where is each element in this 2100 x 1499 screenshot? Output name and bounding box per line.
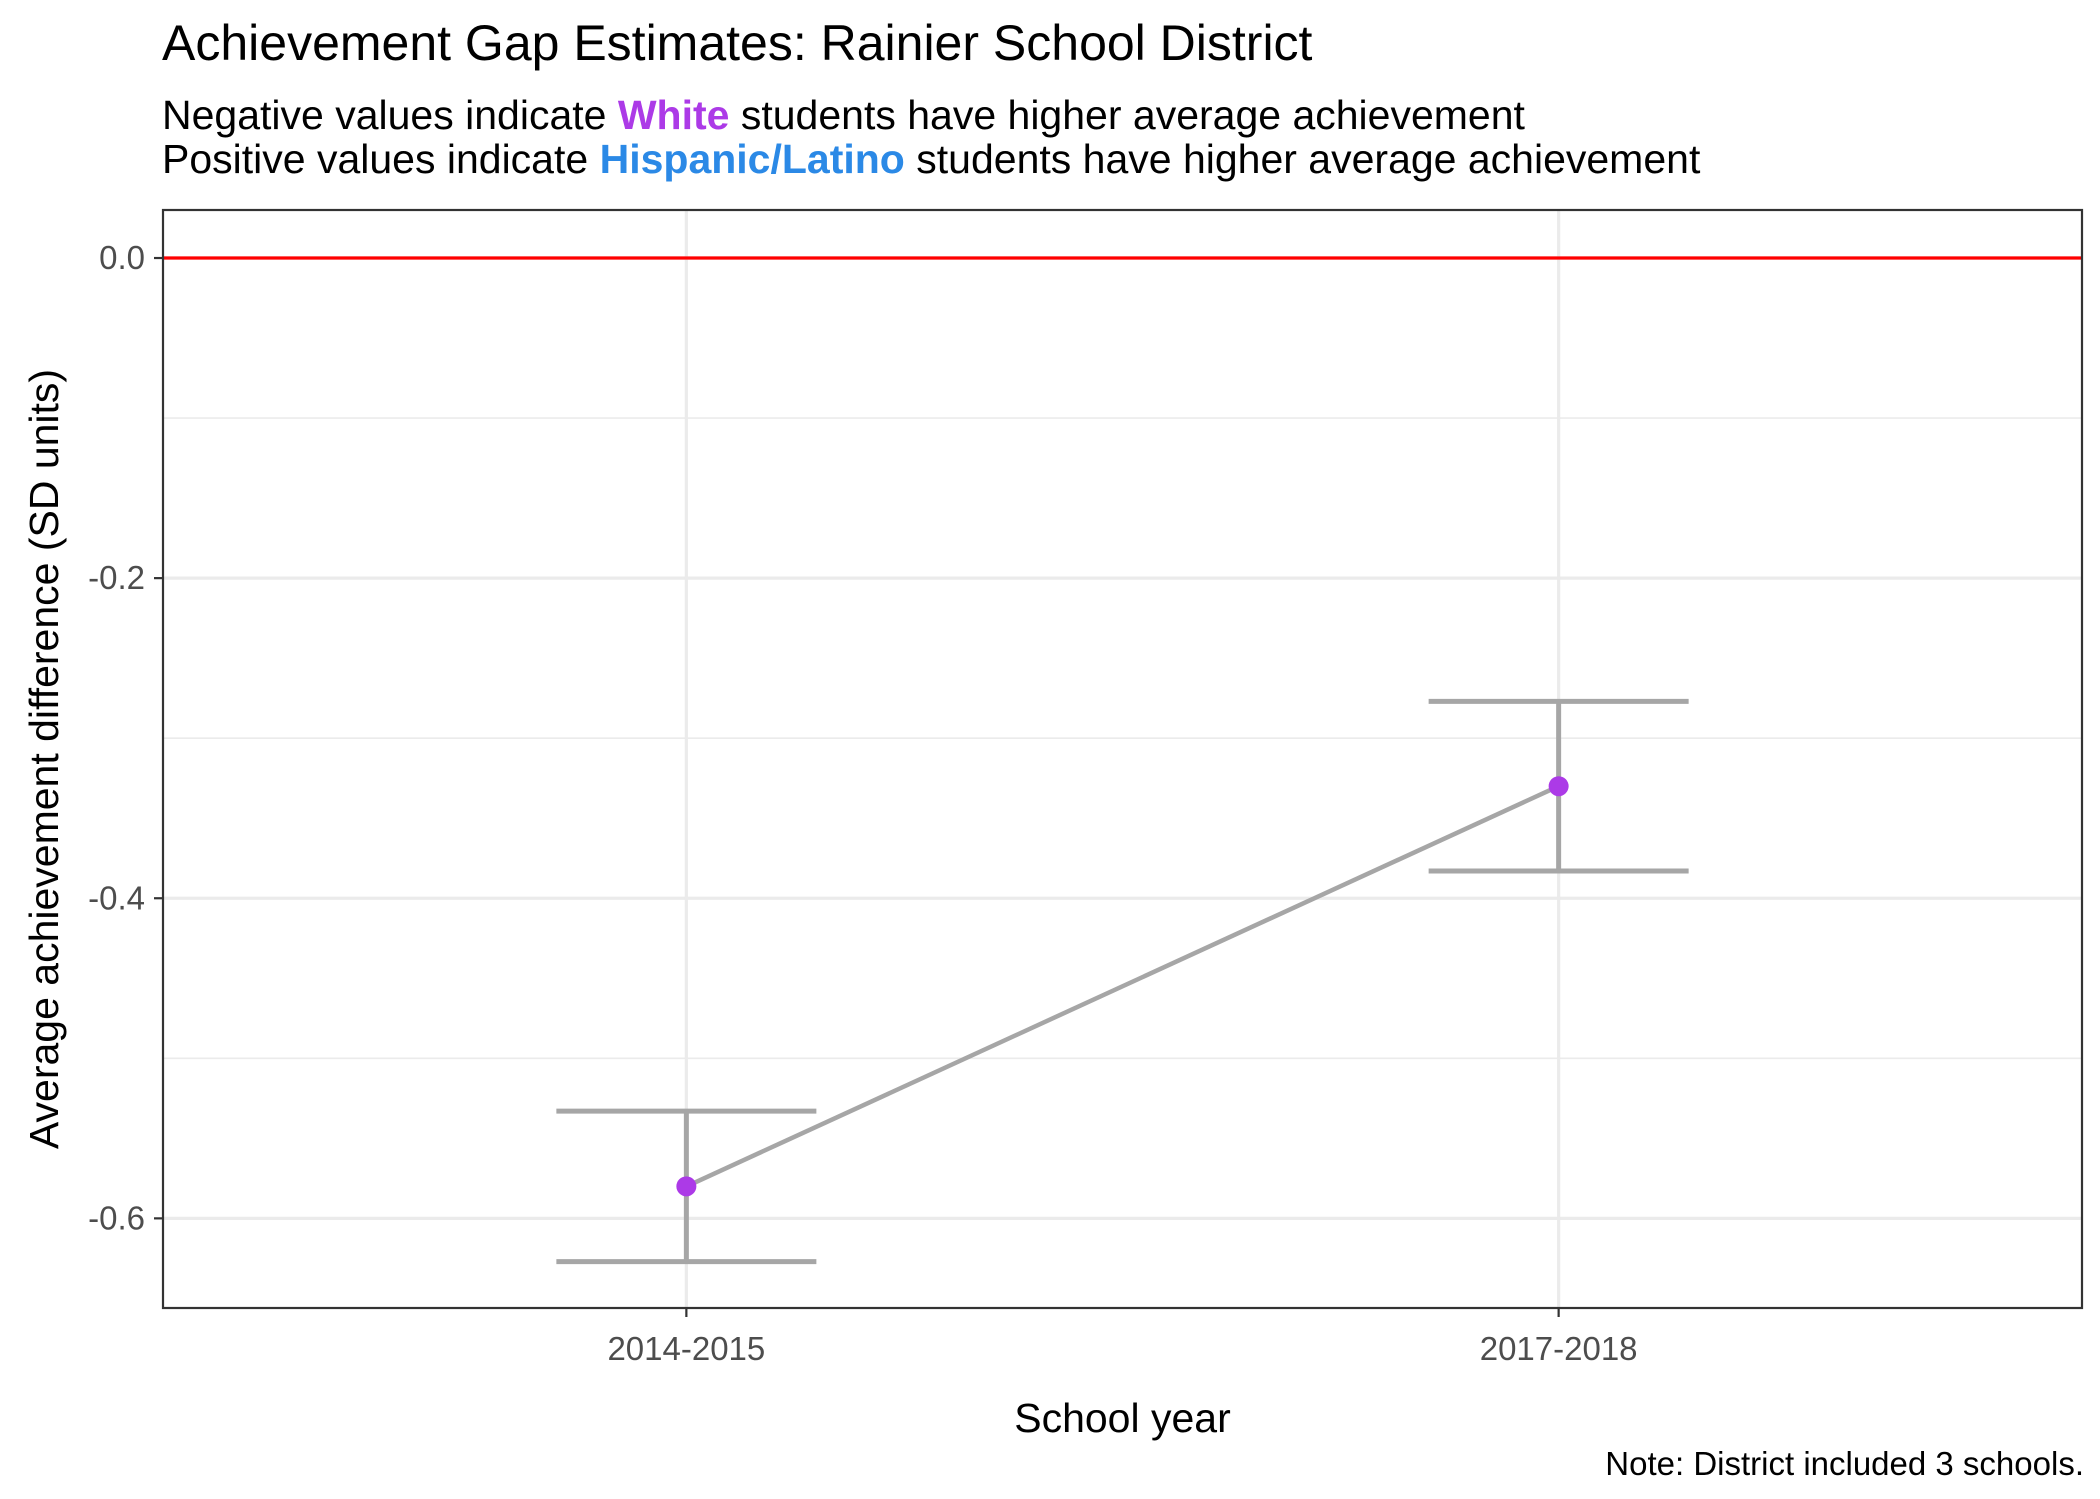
chart-caption: Note: District included 3 schools. <box>1605 1445 2084 1482</box>
subtitle-line-1-before: Negative values indicate <box>162 92 607 138</box>
grid-lines <box>163 210 2082 1308</box>
subtitle-line-1-after: students have higher average achievement <box>740 92 1525 138</box>
y-tick-label: -0.2 <box>88 559 145 596</box>
data-point <box>676 1176 697 1197</box>
hispanic-group-label: Hispanic/Latino <box>599 136 905 182</box>
y-tick-label: 0.0 <box>99 239 145 276</box>
x-tick-label: 2014-2015 <box>607 1330 765 1367</box>
y-tick-label: -0.6 <box>88 1199 145 1236</box>
subtitle-line-1: Negative values indicate White students … <box>162 92 1525 139</box>
y-axis-title: Average achievement difference (SD units… <box>21 369 67 1149</box>
errorbar-layer <box>556 698 1689 1265</box>
series-line-layer <box>685 784 1560 1189</box>
subtitle-line-2-after: students have higher average achievement <box>916 136 1701 182</box>
series-line <box>685 784 1560 1189</box>
data-point <box>1548 776 1569 797</box>
x-tick-label: 2017-2018 <box>1480 1330 1638 1367</box>
axis-layer: 0.0 -0.2 -0.4 -0.6 2014-2015 2017-2018 <box>88 239 1637 1367</box>
white-group-label: White <box>617 92 730 138</box>
subtitle-line-2: Positive values indicate Hispanic/Latino… <box>162 136 1700 183</box>
point-layer <box>676 776 1569 1197</box>
subtitle-line-2-before: Positive values indicate <box>162 136 589 182</box>
y-tick-label: -0.4 <box>88 879 145 916</box>
chart-title: Achievement Gap Estimates: Rainier Schoo… <box>162 15 1313 71</box>
panel-border <box>161 208 2084 1310</box>
x-axis-title: School year <box>1014 1395 1231 1441</box>
